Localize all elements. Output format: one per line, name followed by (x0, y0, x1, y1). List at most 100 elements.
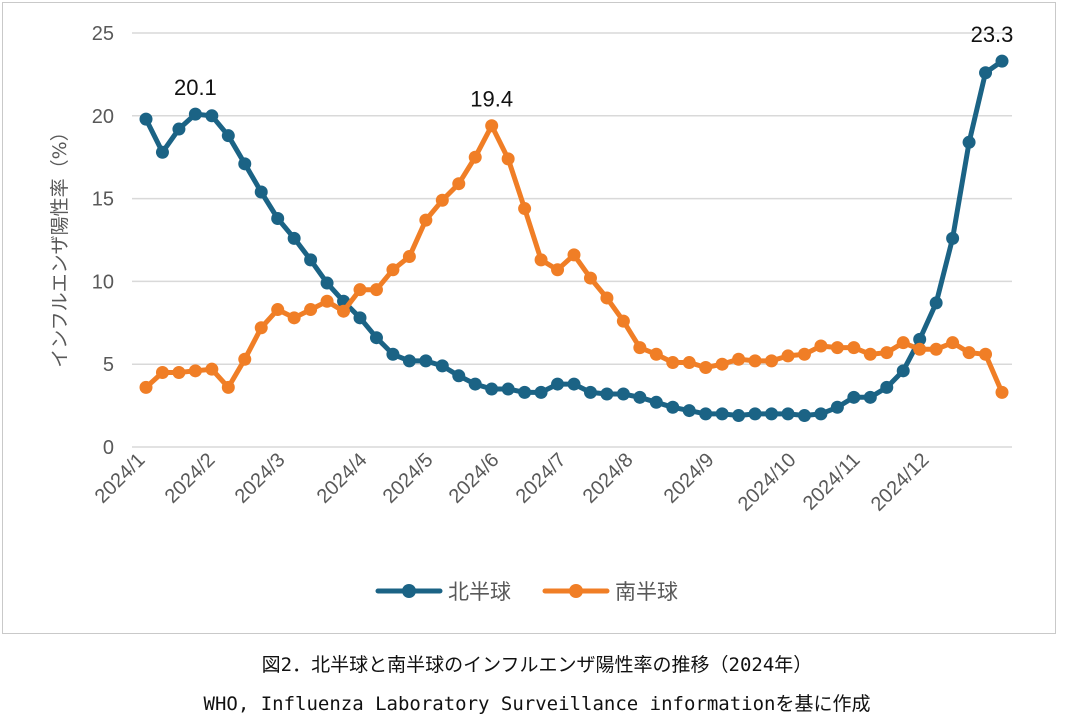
data-point (814, 339, 828, 353)
data-point (946, 231, 960, 245)
figure-caption: 図2．北半球と南半球のインフルエンザ陽性率の推移（2024年） (261, 654, 813, 676)
data-point (567, 248, 581, 262)
data-point (320, 276, 334, 290)
data-point (781, 349, 795, 363)
data-point (287, 311, 301, 325)
data-point (386, 263, 400, 277)
data-point (682, 404, 696, 418)
data-point (863, 390, 877, 404)
data-point (583, 271, 597, 285)
data-point (880, 346, 894, 360)
data-point (699, 361, 713, 375)
data-point (567, 377, 581, 391)
data-point (682, 356, 696, 370)
data-point (468, 377, 482, 391)
data-point (748, 354, 762, 368)
data-point (929, 296, 943, 310)
data-point (929, 342, 943, 356)
data-point (765, 354, 779, 368)
data-point (748, 407, 762, 421)
data-point (616, 387, 630, 401)
data-point (913, 332, 927, 346)
data-point (995, 54, 1009, 68)
data-point (304, 253, 318, 267)
data-point (501, 152, 515, 166)
data-point (600, 291, 614, 305)
data-point (238, 157, 252, 171)
data-point (995, 385, 1009, 399)
legend-label: 北半球 (448, 580, 511, 604)
data-point (732, 352, 746, 366)
y-tick-label: 5 (103, 354, 114, 376)
data-point (781, 407, 795, 421)
data-point (551, 263, 565, 277)
data-point (946, 336, 960, 350)
data-point (518, 385, 532, 399)
data-point (896, 364, 910, 378)
data-point (979, 66, 993, 80)
data-point (172, 365, 186, 379)
data-point (188, 364, 202, 378)
x-tick-label: 2024/4 (313, 449, 372, 508)
x-tick-label: 2024/8 (579, 449, 638, 508)
data-point (320, 294, 334, 308)
data-point (386, 347, 400, 361)
data-point (732, 409, 746, 423)
data-point (649, 395, 663, 409)
data-point (715, 357, 729, 371)
data-point (287, 231, 301, 245)
data-label: 19.4 (470, 87, 513, 112)
data-point (814, 407, 828, 421)
data-point (863, 347, 877, 361)
y-tick-label: 20 (92, 106, 114, 128)
data-point (896, 336, 910, 350)
data-point (353, 283, 367, 297)
data-point (452, 369, 466, 383)
data-point (583, 385, 597, 399)
y-axis-label: インフルエンザ陽性率（%） (49, 122, 71, 368)
data-point (205, 362, 219, 376)
data-point (485, 119, 499, 133)
x-tick-label: 2024/11 (799, 449, 865, 515)
data-point (534, 253, 548, 267)
y-tick-label: 15 (92, 189, 114, 211)
data-point (369, 283, 383, 297)
data-point (419, 213, 433, 227)
data-point (221, 129, 235, 143)
x-tick-label: 2024/6 (445, 449, 504, 508)
data-point (534, 385, 548, 399)
legend-marker (402, 584, 416, 598)
legend-label: 南半球 (615, 580, 678, 604)
data-point (452, 177, 466, 191)
data-point (797, 409, 811, 423)
data-point (172, 122, 186, 136)
data-point (402, 250, 416, 264)
data-point (188, 107, 202, 121)
y-tick-label: 0 (103, 437, 114, 459)
data-label: 23.3 (971, 22, 1014, 47)
data-label: 20.1 (174, 75, 217, 100)
data-point (962, 346, 976, 360)
data-point (485, 382, 499, 396)
data-point (238, 352, 252, 366)
data-point (435, 359, 449, 373)
data-point (435, 193, 449, 207)
data-point (979, 347, 993, 361)
data-point (600, 387, 614, 401)
data-point (666, 400, 680, 414)
data-point (699, 407, 713, 421)
x-tick-label: 2024/10 (734, 449, 801, 516)
data-point (155, 365, 169, 379)
x-tick-label: 2024/12 (867, 449, 934, 516)
x-tick-label: 2024/5 (379, 449, 438, 508)
x-tick-label: 2024/3 (231, 449, 290, 508)
data-point (633, 390, 647, 404)
data-point (830, 400, 844, 414)
data-point (649, 347, 663, 361)
data-point (205, 109, 219, 123)
legend-marker (569, 584, 583, 598)
data-point (633, 341, 647, 355)
source-caption: WHO, Influenza Laboratory Surveillance i… (203, 693, 871, 715)
data-point (797, 347, 811, 361)
data-point (715, 407, 729, 421)
